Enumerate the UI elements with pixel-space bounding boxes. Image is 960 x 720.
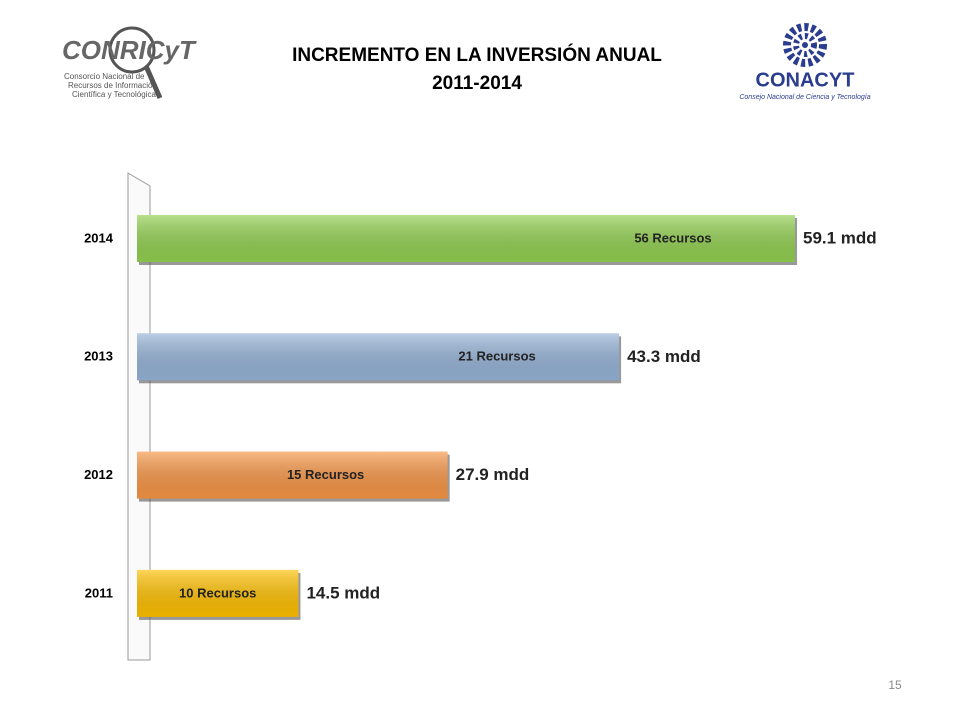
bar-annotation: 21 Recursos bbox=[458, 349, 535, 364]
logo-left: CONRICyT Consorcio Nacional de Recursos … bbox=[62, 26, 197, 100]
page-number: 15 bbox=[888, 678, 902, 692]
logo-text: CONRICyT bbox=[62, 35, 197, 65]
bar-shine bbox=[137, 569, 299, 617]
logo-caption: Científica y Tecnológica bbox=[72, 90, 156, 99]
bar-shine bbox=[137, 215, 795, 262]
bar-annotation: 10 Recursos bbox=[179, 585, 256, 600]
chart-title: INCREMENTO EN LA INVERSIÓN ANUAL bbox=[292, 44, 662, 66]
bar-annotation: 56 Recursos bbox=[634, 230, 711, 245]
value-label: 43.3 mdd bbox=[627, 347, 701, 366]
bar-shine bbox=[137, 333, 620, 381]
logo-right: CONACYT Consejo Nacional de Ciencia y Te… bbox=[739, 23, 871, 101]
category-label: 2011 bbox=[85, 585, 113, 600]
bar-annotation: 15 Recursos bbox=[287, 467, 364, 482]
logo-dots bbox=[783, 23, 827, 67]
category-label: 2013 bbox=[84, 349, 113, 364]
bar-shine bbox=[137, 451, 448, 499]
value-label: 27.9 mdd bbox=[456, 465, 530, 484]
logo-ring bbox=[108, 26, 156, 74]
chart-subtitle: 2011-2014 bbox=[432, 73, 522, 94]
logo-caption: Consorcio Nacional de bbox=[64, 72, 145, 81]
logo-text: CONACYT bbox=[756, 69, 855, 91]
axis-panel bbox=[127, 172, 151, 661]
value-label: 14.5 mdd bbox=[306, 583, 380, 602]
logo-caption: Recursos de Información bbox=[68, 81, 157, 90]
value-label: 59.1 mdd bbox=[803, 228, 877, 247]
category-label: 2012 bbox=[84, 467, 113, 482]
category-label: 2014 bbox=[84, 230, 114, 245]
logo-handle bbox=[143, 64, 163, 100]
logo-caption: Consejo Nacional de Ciencia y Tecnología bbox=[739, 94, 870, 101]
